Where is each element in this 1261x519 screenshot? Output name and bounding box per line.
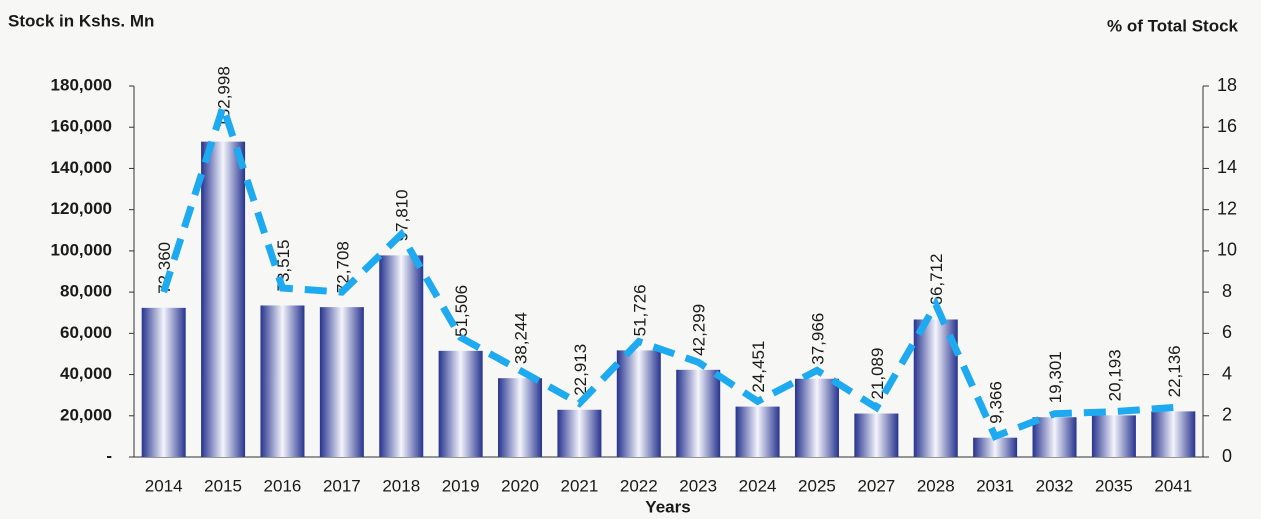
y-tick-label: 120,000 <box>51 199 112 218</box>
bar <box>676 369 721 457</box>
data-label: 19,301 <box>1046 351 1065 403</box>
data-label: 37,966 <box>808 313 827 365</box>
y2-tick-label: 10 <box>1217 240 1237 260</box>
y2-tick-label: 8 <box>1222 281 1232 301</box>
bar <box>141 307 186 457</box>
y-tick-label: 20,000 <box>60 405 112 424</box>
data-label: 22,136 <box>1165 345 1184 397</box>
y-tick-label: 100,000 <box>51 240 112 259</box>
y2-tick-label: 16 <box>1217 116 1237 136</box>
y2-tick-label: 14 <box>1217 157 1237 177</box>
x-axis-title: Years <box>645 497 690 516</box>
x-tick-label: 2018 <box>382 476 420 495</box>
bar <box>260 305 305 457</box>
data-label: 42,299 <box>690 304 709 356</box>
bar <box>498 378 543 457</box>
y-tick-label: 40,000 <box>60 364 112 383</box>
bar <box>616 350 661 457</box>
x-tick-label: 2017 <box>323 476 361 495</box>
x-tick-label: 2041 <box>1154 476 1192 495</box>
x-tick-label: 2022 <box>620 476 658 495</box>
y2-tick-label: 0 <box>1222 446 1232 466</box>
data-label: 72,708 <box>333 241 352 293</box>
x-tick-label: 2035 <box>1095 476 1133 495</box>
data-label: 51,726 <box>630 284 649 336</box>
bar <box>557 409 602 457</box>
bar <box>201 141 246 458</box>
y-tick-label: 140,000 <box>51 158 112 177</box>
data-label: 97,810 <box>393 189 412 241</box>
y-tick-label: - <box>106 446 112 465</box>
bar <box>735 406 780 457</box>
x-tick-label: 2023 <box>679 476 717 495</box>
y-axis-title: Stock in Kshs. Mn <box>8 11 154 30</box>
data-label: 21,089 <box>868 348 887 400</box>
x-tick-label: 2025 <box>798 476 836 495</box>
x-tick-label: 2028 <box>917 476 955 495</box>
x-tick-label: 2015 <box>204 476 242 495</box>
bar <box>794 378 839 457</box>
data-label: 66,712 <box>927 253 946 305</box>
x-tick-label: 2027 <box>857 476 895 495</box>
bar <box>438 350 483 457</box>
y-tick-label: 60,000 <box>60 323 112 342</box>
y-tick-label: 160,000 <box>51 117 112 136</box>
x-tick-label: 2020 <box>501 476 539 495</box>
x-tick-label: 2031 <box>976 476 1014 495</box>
y-tick-label: 80,000 <box>60 282 112 301</box>
x-tick-label: 2014 <box>145 476 183 495</box>
x-tick-label: 2024 <box>739 476 777 495</box>
y2-tick-label: 2 <box>1222 405 1232 425</box>
y2-tick-label: 18 <box>1217 75 1237 95</box>
y2-tick-label: 6 <box>1222 322 1232 342</box>
y2-tick-label: 4 <box>1222 363 1232 383</box>
line <box>160 95 1174 441</box>
x-tick-label: 2016 <box>264 476 302 495</box>
data-label: 24,451 <box>749 341 768 393</box>
data-label: 51,506 <box>452 285 471 337</box>
x-tick-label: 2021 <box>561 476 599 495</box>
bar <box>1091 415 1136 457</box>
bar <box>1032 417 1077 457</box>
y-tick-label: 180,000 <box>51 75 112 94</box>
bar <box>379 255 424 457</box>
x-tick-label: 2032 <box>1036 476 1074 495</box>
y2-axis-title: % of Total Stock <box>1107 16 1239 35</box>
data-label: 38,244 <box>512 312 531 364</box>
bar <box>319 307 364 457</box>
x-tick-label: 2019 <box>442 476 480 495</box>
bar <box>1151 411 1196 457</box>
bar <box>854 413 899 457</box>
y2-tick-label: 12 <box>1217 198 1237 218</box>
data-label: 20,193 <box>1105 349 1124 401</box>
data-label: 22,913 <box>571 344 590 396</box>
data-label: 9,366 <box>987 381 1006 424</box>
bar <box>973 437 1018 457</box>
